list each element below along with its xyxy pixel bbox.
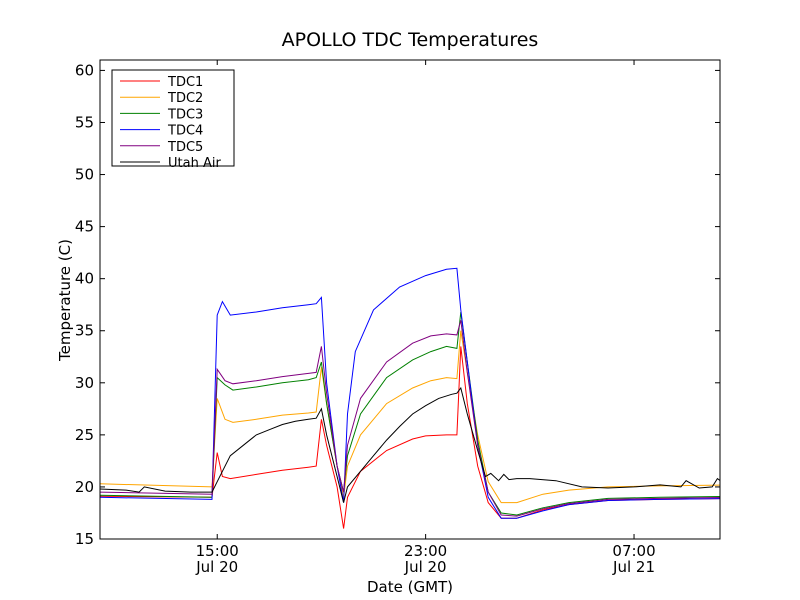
legend-label: TDC1 bbox=[167, 75, 203, 90]
x-tick-label: 15:00 bbox=[196, 542, 239, 560]
x-tick-date-label: Jul 20 bbox=[195, 558, 238, 576]
y-axis: 15 20 25 30 35 40 45 50 55 60 bbox=[75, 61, 720, 548]
series-line-tdc5 bbox=[100, 320, 720, 517]
x-tick-label: 23:00 bbox=[404, 542, 447, 560]
y-tick-label: 45 bbox=[75, 218, 94, 236]
series-line-tdc3 bbox=[100, 311, 720, 516]
series-line-tdc4 bbox=[100, 267, 720, 519]
plot-frame bbox=[99, 59, 721, 540]
legend-label: TDC2 bbox=[167, 91, 203, 106]
y-tick-label: 60 bbox=[75, 61, 94, 79]
y-tick-label: 50 bbox=[75, 166, 94, 184]
series-line-utah-air bbox=[100, 386, 720, 503]
y-tick-label: 55 bbox=[75, 113, 94, 131]
legend-label: TDC3 bbox=[167, 107, 203, 122]
legend-label: Utah Air bbox=[168, 156, 221, 171]
legend-label: TDC5 bbox=[167, 140, 203, 155]
legend-box bbox=[111, 69, 235, 167]
x-tick-date-label: Jul 21 bbox=[612, 558, 655, 576]
x-tick-date-label: Jul 20 bbox=[404, 558, 447, 576]
legend-label: TDC4 bbox=[167, 124, 203, 139]
y-axis-label: Temperature (C) bbox=[56, 239, 74, 362]
series-line-tdc1 bbox=[100, 346, 720, 529]
y-tick-label: 20 bbox=[75, 478, 94, 496]
series-layer bbox=[100, 267, 720, 529]
y-tick-label: 15 bbox=[75, 530, 94, 548]
y-tick-label: 35 bbox=[75, 322, 94, 340]
chart-title: APOLLO TDC Temperatures bbox=[282, 29, 539, 51]
y-tick-label: 25 bbox=[75, 426, 94, 444]
x-tick-label: 07:00 bbox=[612, 542, 655, 560]
y-tick-label: 40 bbox=[75, 270, 94, 288]
x-axis-label: Date (GMT) bbox=[367, 578, 453, 596]
y-tick-label: 30 bbox=[75, 374, 94, 392]
